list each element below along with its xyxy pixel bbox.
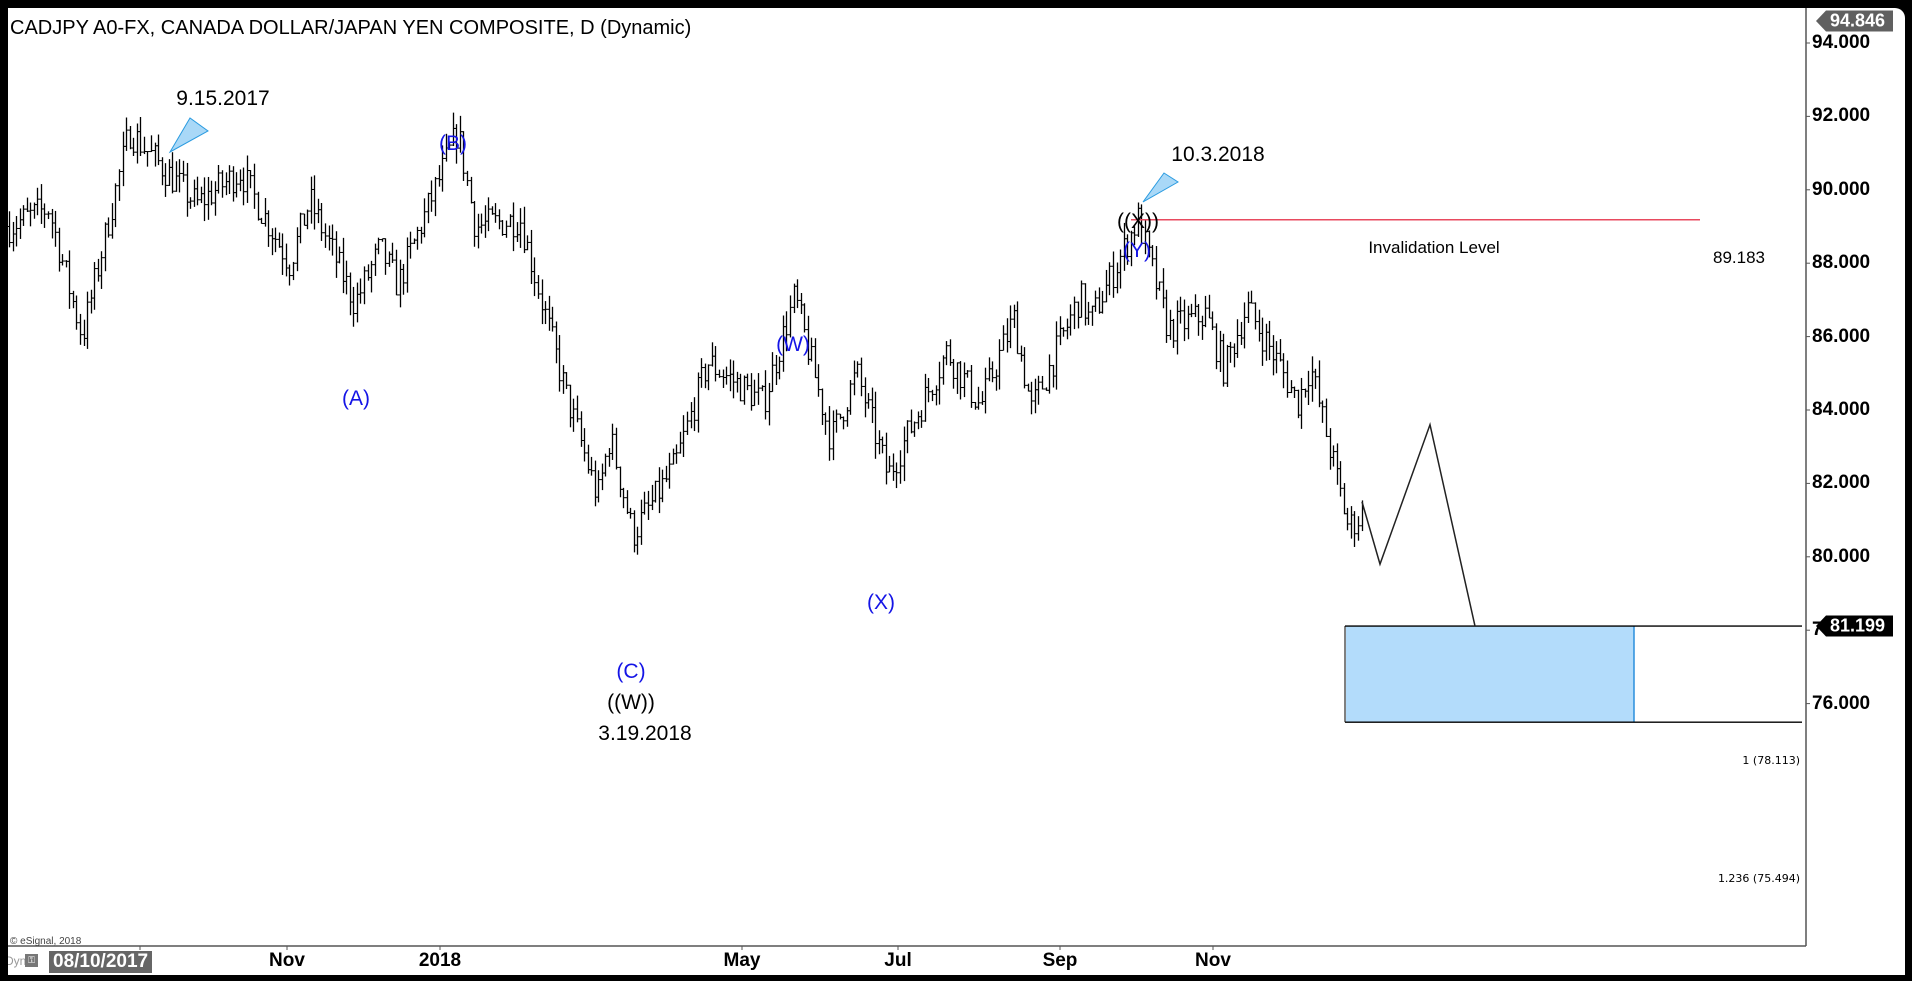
wave-label-WW: ((W))	[607, 691, 655, 714]
copyright-notice: © eSignal, 2018	[10, 936, 82, 947]
target-zone-box[interactable]	[1346, 626, 1634, 723]
y-tick-label: 76.000	[1812, 692, 1871, 714]
wave-label-B: (B)	[439, 132, 467, 155]
x-tick-label: Jul	[884, 950, 912, 971]
invalidation-label: Invalidation Level	[1368, 238, 1500, 257]
dyn-label[interactable]: Dyn	[8, 954, 27, 968]
y-tick-label: 82.000	[1812, 472, 1871, 494]
wave-label-A: (A)	[342, 387, 370, 410]
wave-label-XX: ((X))	[1117, 210, 1159, 233]
x-tick-label: May	[723, 950, 761, 971]
annotation-low-2018: 3.19.2018	[598, 722, 692, 745]
price-chart[interactable]	[8, 8, 1905, 975]
last-price-flag: 81.199	[1816, 615, 1894, 637]
start-date-flag: 08/10/2017	[49, 951, 153, 973]
y-tick-label: 86.000	[1812, 325, 1871, 347]
x-tick-label: Nov	[269, 950, 305, 971]
annotation-peak-2017: 9.15.2017	[176, 87, 270, 110]
projected-wave-path[interactable]	[1361, 421, 1476, 627]
x-tick-label: Sep	[1042, 950, 1078, 971]
annotation-peak-2018: 10.3.2018	[1171, 143, 1265, 166]
chart-window: CADJPY A0-FX, CANADA DOLLAR/JAPAN YEN CO…	[8, 8, 1905, 975]
y-tick-label: 92.000	[1812, 105, 1871, 127]
y-tick-label: 94.000	[1812, 32, 1871, 53]
x-tick-label: 2018	[418, 950, 462, 971]
chart-title: CADJPY A0-FX, CANADA DOLLAR/JAPAN YEN CO…	[10, 17, 692, 39]
top-price-flag: 94.846	[1816, 10, 1894, 32]
padlock-icon[interactable]: ⚿	[25, 954, 38, 967]
wave-label-X: (X)	[867, 591, 895, 614]
y-tick-label: 90.000	[1812, 178, 1871, 200]
invalidation-value: 89.183	[1713, 248, 1765, 267]
wave-label-W: (W)	[776, 333, 810, 356]
peak-arrow-icon-2018	[1142, 172, 1179, 203]
wave-label-Y: (Y)	[1123, 239, 1151, 262]
fib-level-1236: 1.236 (75.494)	[1717, 872, 1800, 885]
peak-arrow-icon-2017	[168, 117, 209, 154]
wave-label-C: (C)	[616, 660, 646, 683]
fib-level-1: 1 (78.113)	[1742, 754, 1800, 767]
y-tick-label: 88.000	[1812, 252, 1871, 274]
x-tick-label: Nov	[1195, 950, 1231, 971]
y-tick-label: 84.000	[1812, 399, 1871, 420]
y-tick-label: 80.000	[1812, 545, 1871, 567]
